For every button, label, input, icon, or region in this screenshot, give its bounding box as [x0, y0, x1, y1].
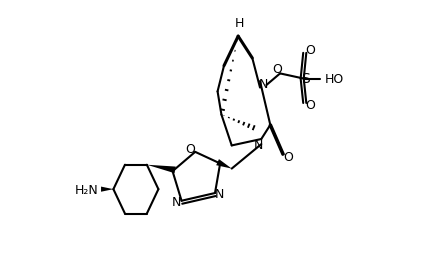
Text: H: H — [235, 17, 244, 30]
Text: O: O — [185, 143, 195, 156]
Text: HO: HO — [325, 73, 344, 86]
Polygon shape — [216, 159, 232, 168]
Text: N: N — [172, 196, 181, 209]
Text: N: N — [259, 78, 268, 91]
Text: H₂N: H₂N — [75, 184, 99, 197]
Text: O: O — [272, 63, 282, 76]
Polygon shape — [147, 165, 176, 173]
Text: N: N — [215, 188, 224, 201]
Text: O: O — [283, 151, 293, 164]
Text: S: S — [301, 72, 310, 86]
Polygon shape — [101, 187, 113, 192]
Text: N: N — [254, 139, 263, 152]
Text: O: O — [305, 44, 315, 57]
Text: O: O — [305, 99, 315, 112]
